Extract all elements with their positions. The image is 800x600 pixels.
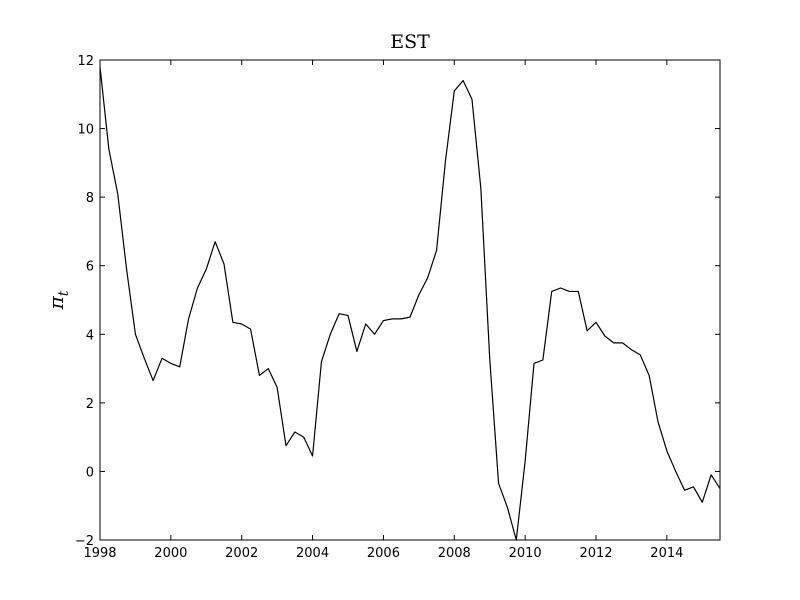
axis-ticks (99, 59, 720, 541)
y-axis-label: πt (44, 290, 72, 310)
series-line (99, 66, 721, 541)
x-tick-label: 2000 (154, 546, 187, 561)
x-tick-label: 2010 (509, 546, 542, 561)
y-tick-label: 0 (86, 465, 94, 480)
y-tick-label: 10 (77, 123, 94, 138)
y-tick-label: 2 (86, 397, 94, 412)
y-tick-label: 12 (77, 54, 94, 69)
x-tick-label: 2014 (650, 546, 683, 561)
y-axis-label-main: π (44, 295, 68, 310)
x-tick-label: 2006 (367, 546, 400, 561)
plot-frame (99, 59, 721, 541)
x-tick-label: 2012 (579, 546, 612, 561)
x-tick-label: 1998 (83, 546, 116, 561)
chart-title: EST (390, 31, 430, 53)
y-tick-label: 4 (86, 328, 94, 343)
y-tick-label: −2 (75, 534, 94, 549)
x-tick-label: 2008 (438, 546, 471, 561)
y-axis-label-subscript: t (56, 290, 72, 296)
y-tick-label: 6 (86, 260, 94, 275)
y-tick-label: 8 (86, 191, 94, 206)
svg-text:πt: πt (44, 290, 72, 310)
x-tick-label: 2002 (225, 546, 258, 561)
tick-labels: 1998 2000 2002 2004 2006 2008 2010 2012 2014 −2 0 2… (75, 54, 684, 561)
x-tick-label: 2004 (296, 546, 329, 561)
